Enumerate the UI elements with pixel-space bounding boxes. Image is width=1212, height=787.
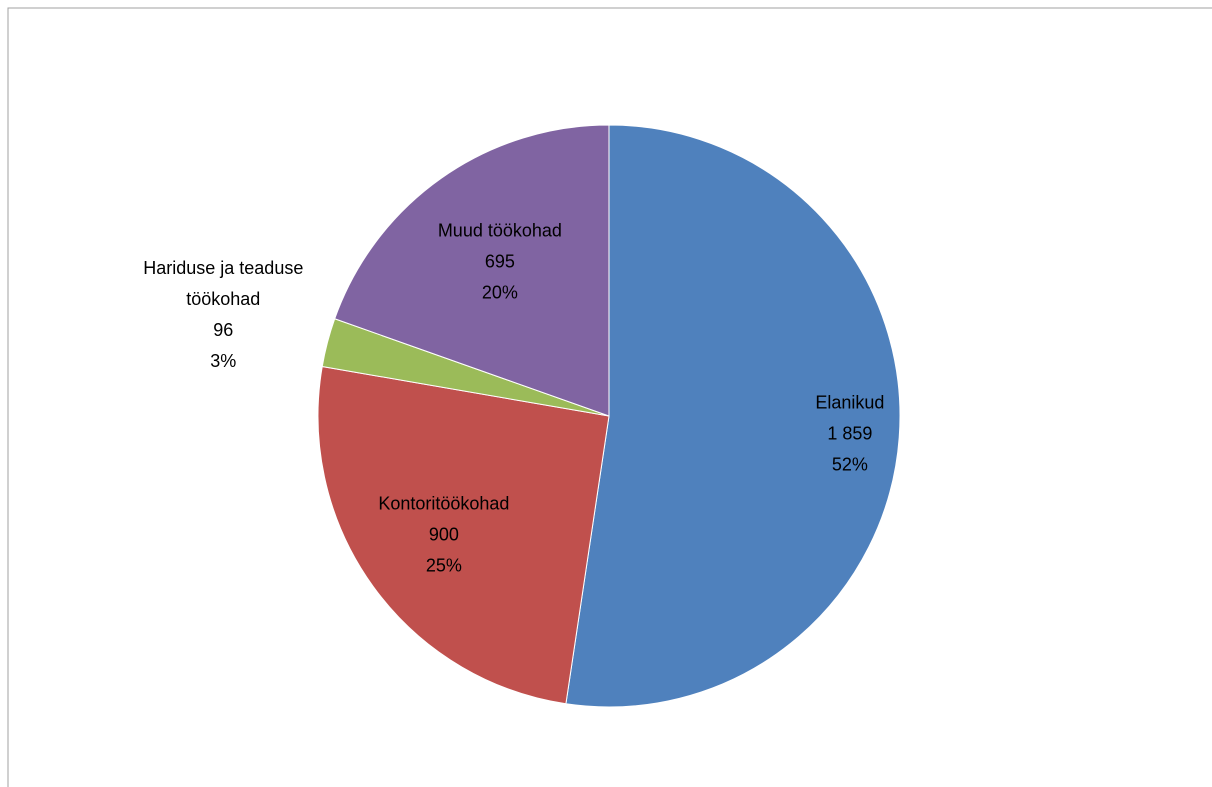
value-label: 1 859 bbox=[827, 423, 873, 444]
category-label: Kontoritöökohad bbox=[378, 493, 510, 514]
percent-label: 52% bbox=[831, 454, 868, 475]
slice-label: Elanikud 1 859 52% bbox=[740, 387, 960, 480]
value-label: 695 bbox=[484, 251, 515, 271]
category-label: Hariduse ja teaduse töökohad bbox=[143, 258, 304, 310]
slice-label: Muud töökohad 695 20% bbox=[390, 215, 610, 308]
percent-label: 3% bbox=[210, 351, 237, 372]
pie-slice bbox=[334, 124, 610, 417]
chart-frame bbox=[7, 7, 1212, 787]
slice-label: Hariduse ja teaduse töökohad 96 3% bbox=[113, 253, 333, 377]
percent-label: 25% bbox=[425, 555, 462, 576]
pie-slice bbox=[317, 365, 610, 705]
category-label: Elanikud bbox=[815, 392, 885, 413]
pie-slice bbox=[565, 124, 901, 708]
slice-label: Kontoritöökohad 900 25% bbox=[334, 489, 554, 582]
value-label: 96 bbox=[213, 320, 234, 341]
category-label: Muud töökohad bbox=[437, 220, 562, 240]
percent-label: 20% bbox=[481, 282, 518, 302]
value-label: 900 bbox=[428, 524, 459, 545]
